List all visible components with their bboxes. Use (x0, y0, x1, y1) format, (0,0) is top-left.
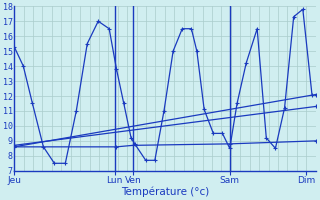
X-axis label: Température (°c): Température (°c) (121, 187, 209, 197)
